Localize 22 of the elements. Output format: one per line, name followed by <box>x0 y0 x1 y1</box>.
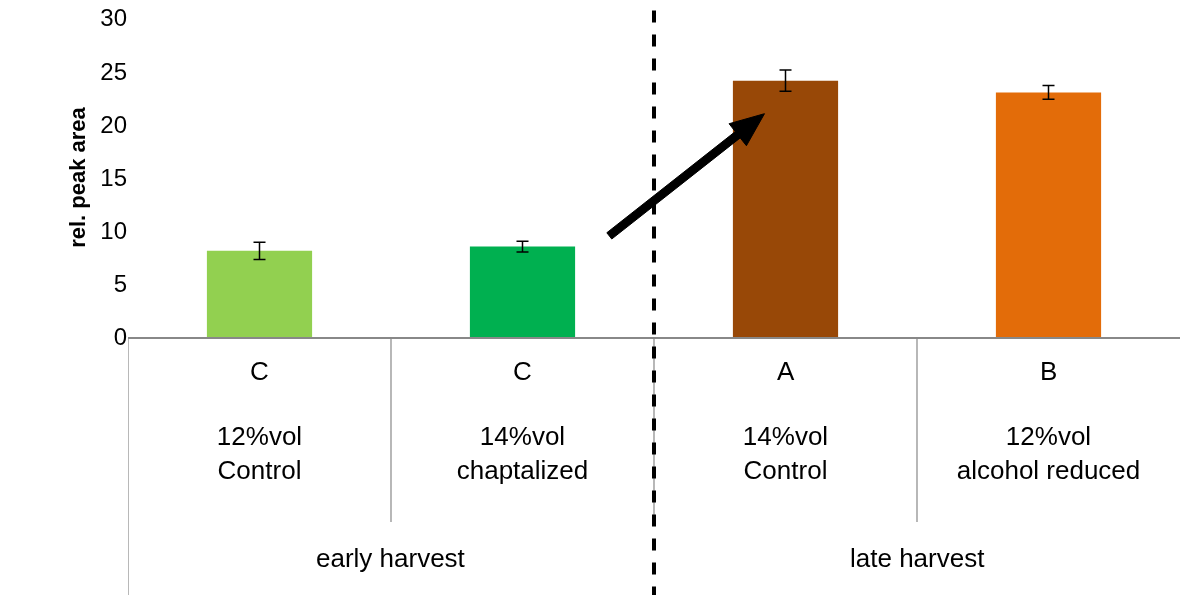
y-tick-label: 15 <box>100 163 127 191</box>
text: A <box>777 356 795 386</box>
y-tick-label: 25 <box>100 57 127 85</box>
text: late harvest <box>850 543 986 573</box>
bar <box>206 250 313 337</box>
x-tick-label: 12%vol Control <box>216 420 303 485</box>
y-tick-label: 10 <box>100 217 127 245</box>
bar <box>732 80 839 337</box>
y-tick-label: 20 <box>100 110 127 138</box>
x-tick-label: 12%vol alcohol reduced <box>956 420 1141 485</box>
bar <box>995 92 1102 337</box>
x-tick-label: 14%vol Control <box>742 420 829 485</box>
text: B <box>1040 356 1058 386</box>
text: C <box>513 356 532 386</box>
y-tick-label: 30 <box>100 4 127 32</box>
text: C <box>250 356 269 386</box>
x-tick-label: 14%vol chaptalized <box>456 420 589 485</box>
y-tick-label: 0 <box>113 323 127 351</box>
y-tick-label: 5 <box>113 270 127 298</box>
text: early harvest <box>316 543 466 573</box>
y-axis-title: rel. peak area <box>65 106 91 248</box>
bar <box>469 246 576 337</box>
